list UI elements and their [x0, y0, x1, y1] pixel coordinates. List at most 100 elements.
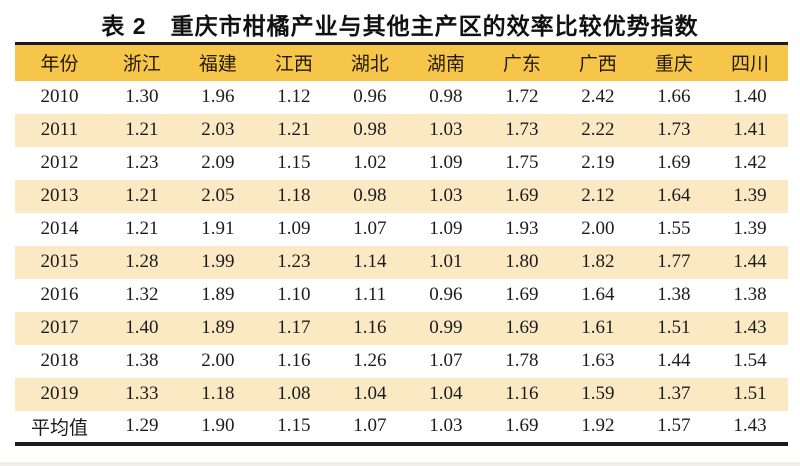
value-cell: 1.38 [125, 350, 159, 371]
value-cell: 1.43 [733, 415, 767, 436]
value-cell: 2.19 [581, 152, 615, 173]
row-label: 平均值 [30, 417, 88, 439]
value-cell: 1.04 [353, 383, 387, 404]
value-cell: 2.42 [581, 86, 615, 107]
value-cell: 1.89 [201, 284, 235, 305]
row-label: 2010 [40, 86, 79, 107]
value-cell: 1.39 [733, 218, 767, 239]
value-cell: 1.03 [429, 119, 463, 140]
value-cell: 0.98 [429, 86, 463, 107]
value-cell: 1.28 [125, 251, 159, 272]
value-cell: 1.40 [125, 317, 159, 338]
value-cell: 2.09 [201, 152, 235, 173]
value-cell: 1.23 [277, 251, 311, 272]
column-header-7: 广西 [578, 54, 617, 76]
value-cell: 1.02 [353, 152, 387, 173]
value-cell: 1.18 [277, 185, 311, 206]
row-label: 2016 [40, 284, 79, 305]
value-cell: 1.26 [353, 350, 387, 371]
column-header-1: 浙江 [122, 54, 161, 76]
value-cell: 1.38 [657, 284, 691, 305]
value-cell: 1.69 [657, 152, 691, 173]
table-title: 表 2 重庆市柑橘产业与其他主产区的效率比较优势指数 [101, 13, 699, 39]
value-cell: 1.16 [505, 383, 539, 404]
value-cell: 1.51 [657, 317, 691, 338]
value-cell: 1.59 [581, 383, 615, 404]
value-cell: 1.33 [125, 383, 159, 404]
table-row: 2017 1.40 1.89 1.17 1.16 0.99 1.69 1.61 1.51 1.43 [15, 311, 788, 345]
table-row: 2011 1.21 2.03 1.21 0.98 1.03 1.73 2.22 1.73 1.41 [15, 113, 788, 147]
value-cell: 1.89 [201, 317, 235, 338]
value-cell: 1.96 [201, 86, 235, 107]
value-cell: 1.21 [125, 119, 159, 140]
value-cell: 1.69 [505, 185, 539, 206]
value-cell: 1.73 [657, 119, 691, 140]
value-cell: 2.12 [581, 185, 615, 206]
value-cell: 1.29 [125, 415, 159, 436]
value-cell: 1.15 [277, 152, 311, 173]
row-label: 2013 [40, 185, 79, 206]
scan-artifact-strip [0, 462, 800, 466]
table-row: 2019 1.33 1.18 1.08 1.04 1.04 1.16 1.59 1.37 1.51 [15, 377, 788, 411]
column-header-2: 福建 [198, 54, 237, 76]
value-cell: 1.09 [429, 152, 463, 173]
value-cell: 1.18 [201, 383, 235, 404]
header-row: 年份 浙江 福建 江西 湖北 湖南 广东 广西 重庆 四川 [15, 43, 788, 81]
column-header-0: 年份 [40, 54, 79, 76]
value-cell: 1.44 [733, 251, 767, 272]
value-cell: 1.64 [657, 185, 691, 206]
value-cell: 0.98 [353, 119, 387, 140]
value-cell: 0.98 [353, 185, 387, 206]
value-cell: 1.09 [429, 218, 463, 239]
table-row: 2015 1.28 1.99 1.23 1.14 1.01 1.80 1.82 1.77 1.44 [15, 245, 788, 279]
value-cell: 1.21 [125, 218, 159, 239]
value-cell: 1.42 [733, 152, 767, 173]
value-cell: 1.69 [505, 317, 539, 338]
value-cell: 1.90 [201, 415, 235, 436]
value-cell: 1.23 [125, 152, 159, 173]
column-header-3: 江西 [274, 54, 313, 76]
value-cell: 1.43 [733, 317, 767, 338]
value-cell: 1.64 [581, 284, 615, 305]
value-cell: 1.16 [353, 317, 387, 338]
row-label: 2015 [40, 251, 79, 272]
value-cell: 1.07 [353, 415, 387, 436]
value-cell: 1.66 [657, 86, 691, 107]
row-label: 2017 [40, 317, 79, 338]
value-cell: 1.82 [581, 251, 615, 272]
value-cell: 1.41 [733, 119, 767, 140]
table-row: 2012 1.23 2.09 1.15 1.02 1.09 1.75 2.19 1.69 1.42 [15, 147, 788, 180]
row-label: 2014 [40, 218, 79, 239]
column-header-5: 湖南 [426, 54, 465, 76]
table-body: 2010 1.30 1.96 1.12 0.96 0.98 1.72 2.42 1.66 1.40… [15, 81, 788, 444]
value-cell: 2.00 [201, 350, 235, 371]
table-row: 2018 1.38 2.00 1.16 1.26 1.07 1.78 1.63 1.44 1.54 [15, 345, 788, 378]
value-cell: 1.37 [657, 383, 691, 404]
value-cell: 1.11 [353, 284, 387, 305]
value-cell: 0.96 [353, 86, 387, 107]
value-cell: 1.57 [657, 415, 691, 436]
table-row: 2014 1.21 1.91 1.09 1.07 1.09 1.93 2.00 1.55 1.39 [15, 213, 788, 246]
value-cell: 1.12 [277, 86, 311, 107]
row-label: 2012 [40, 152, 79, 173]
value-cell: 1.08 [277, 383, 311, 404]
value-cell: 1.40 [733, 86, 767, 107]
value-cell: 1.21 [277, 119, 311, 140]
value-cell: 1.61 [581, 317, 615, 338]
value-cell: 1.54 [733, 350, 767, 371]
value-cell: 0.99 [429, 317, 463, 338]
comparative-advantage-table: 年份 浙江 福建 江西 湖北 湖南 广东 广西 重庆 四川 2010 1.30 1.96 1.12 0.9… [15, 42, 788, 446]
table-row: 2016 1.32 1.89 1.10 1.11 0.96 1.69 1.64 1.38 1.38 [15, 279, 788, 312]
value-cell: 1.73 [505, 119, 539, 140]
value-cell: 0.96 [429, 284, 463, 305]
value-cell: 1.69 [505, 284, 539, 305]
value-cell: 1.30 [125, 86, 159, 107]
value-cell: 1.17 [277, 317, 311, 338]
column-header-9: 四川 [730, 54, 769, 76]
value-cell: 1.80 [505, 251, 539, 272]
value-cell: 1.51 [733, 383, 767, 404]
value-cell: 1.07 [429, 350, 463, 371]
value-cell: 1.77 [657, 251, 691, 272]
value-cell: 1.93 [505, 218, 539, 239]
